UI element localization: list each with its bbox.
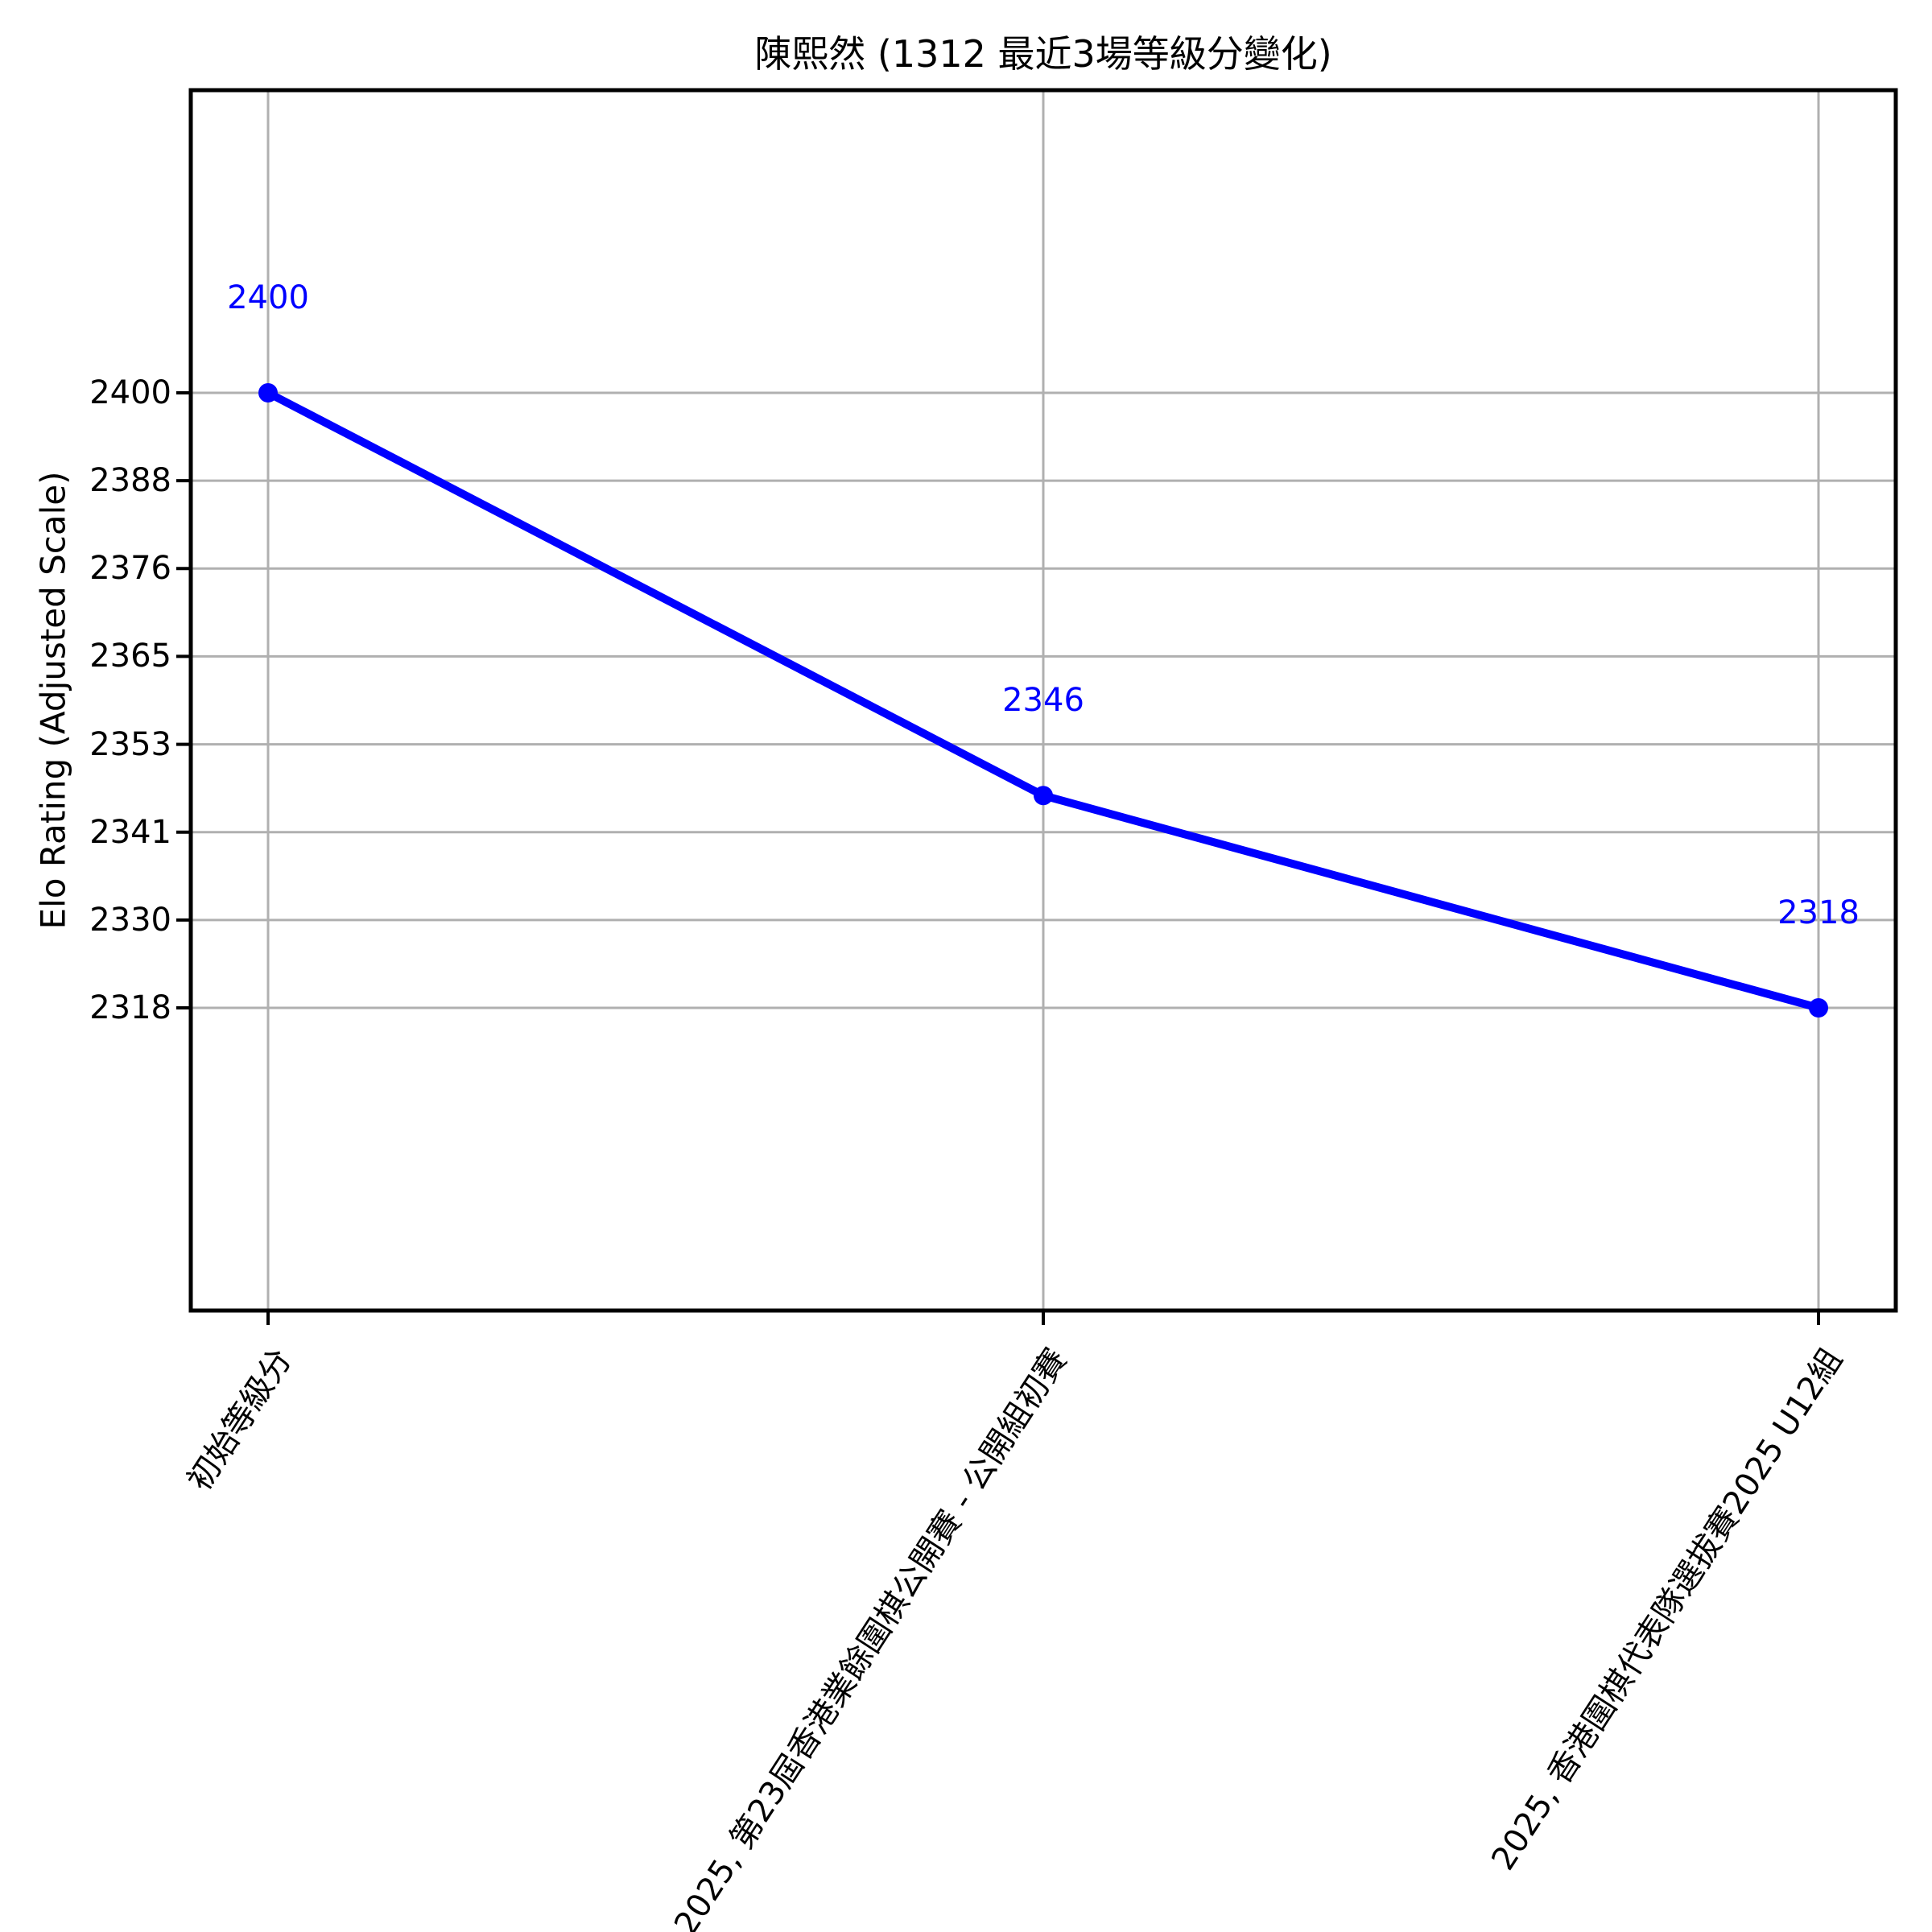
x-tick-label: 2025, 第23屆香港業餘圍棋公開賽 - 公開組初賽 bbox=[667, 1342, 1075, 1932]
y-tick-label: 2376 bbox=[89, 550, 171, 588]
point-value-label: 2318 bbox=[1777, 894, 1860, 931]
chart-canvas bbox=[176, 88, 1898, 1325]
y-tick-label: 2388 bbox=[89, 462, 171, 500]
y-tick-label: 2400 bbox=[89, 374, 171, 411]
y-tick-label: 2341 bbox=[89, 813, 171, 851]
y-tick-label: 2365 bbox=[89, 638, 171, 675]
plot-area bbox=[176, 88, 1898, 1325]
y-tick-label: 2318 bbox=[89, 989, 171, 1026]
data-point-marker bbox=[1809, 998, 1828, 1018]
y-tick-label: 2330 bbox=[89, 901, 171, 939]
data-point-marker bbox=[258, 383, 278, 402]
axes-spines bbox=[188, 88, 1898, 1313]
point-value-label: 2400 bbox=[227, 279, 309, 316]
x-tick-label: 初始等級分 bbox=[180, 1342, 299, 1498]
data-point-marker bbox=[1034, 786, 1053, 806]
x-tick-label: 2025, 香港圍棋代表隊選拔賽2025 U12組 bbox=[1484, 1342, 1850, 1877]
chart-title: 陳熙然 (1312 最近3場等級分變化) bbox=[754, 32, 1332, 76]
point-value-label: 2346 bbox=[1002, 682, 1084, 720]
y-tick-label: 2353 bbox=[89, 725, 171, 763]
y-axis-title: Elo Rating (Adjusted Scale) bbox=[33, 471, 73, 930]
